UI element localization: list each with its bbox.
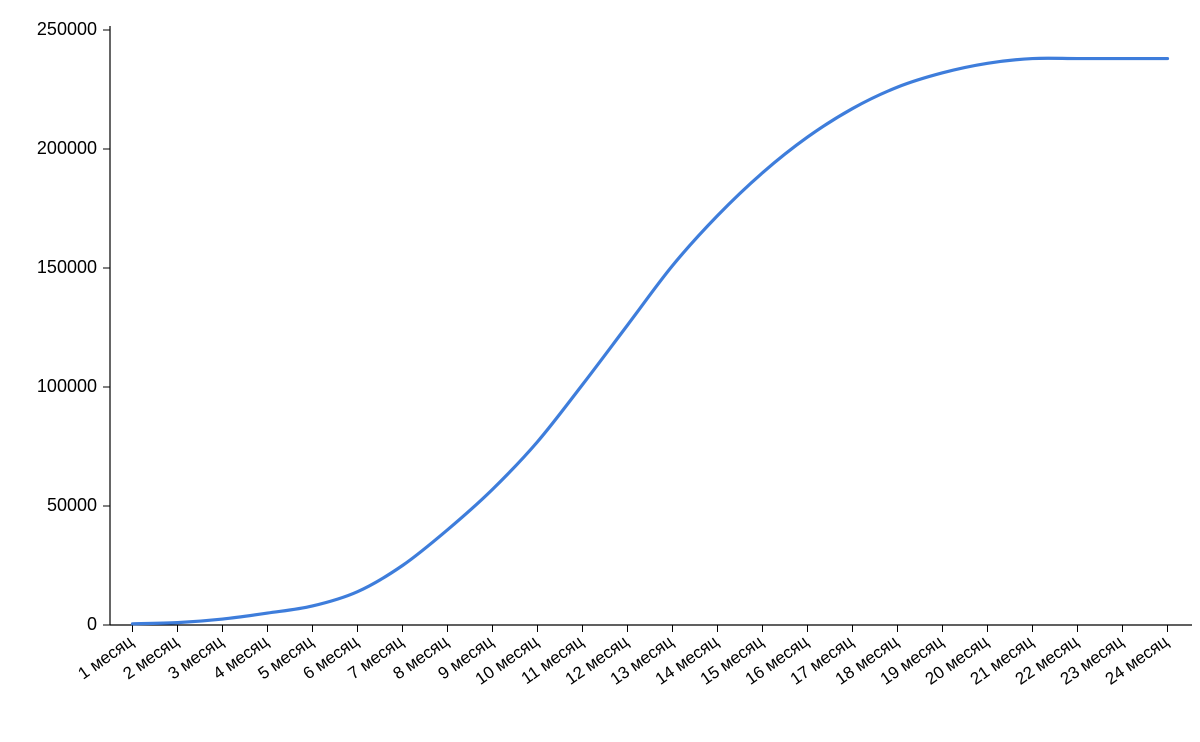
y-tick-label: 50000 [47, 495, 97, 515]
y-tick-label: 100000 [37, 376, 97, 396]
y-tick-label: 150000 [37, 257, 97, 277]
line-chart: 0500001000001500002000002500001 месяц2 м… [0, 0, 1200, 742]
y-tick-label: 0 [87, 614, 97, 634]
chart-svg: 0500001000001500002000002500001 месяц2 м… [0, 0, 1200, 742]
series-line [133, 58, 1168, 624]
y-tick-label: 200000 [37, 138, 97, 158]
y-tick-label: 250000 [37, 19, 97, 39]
